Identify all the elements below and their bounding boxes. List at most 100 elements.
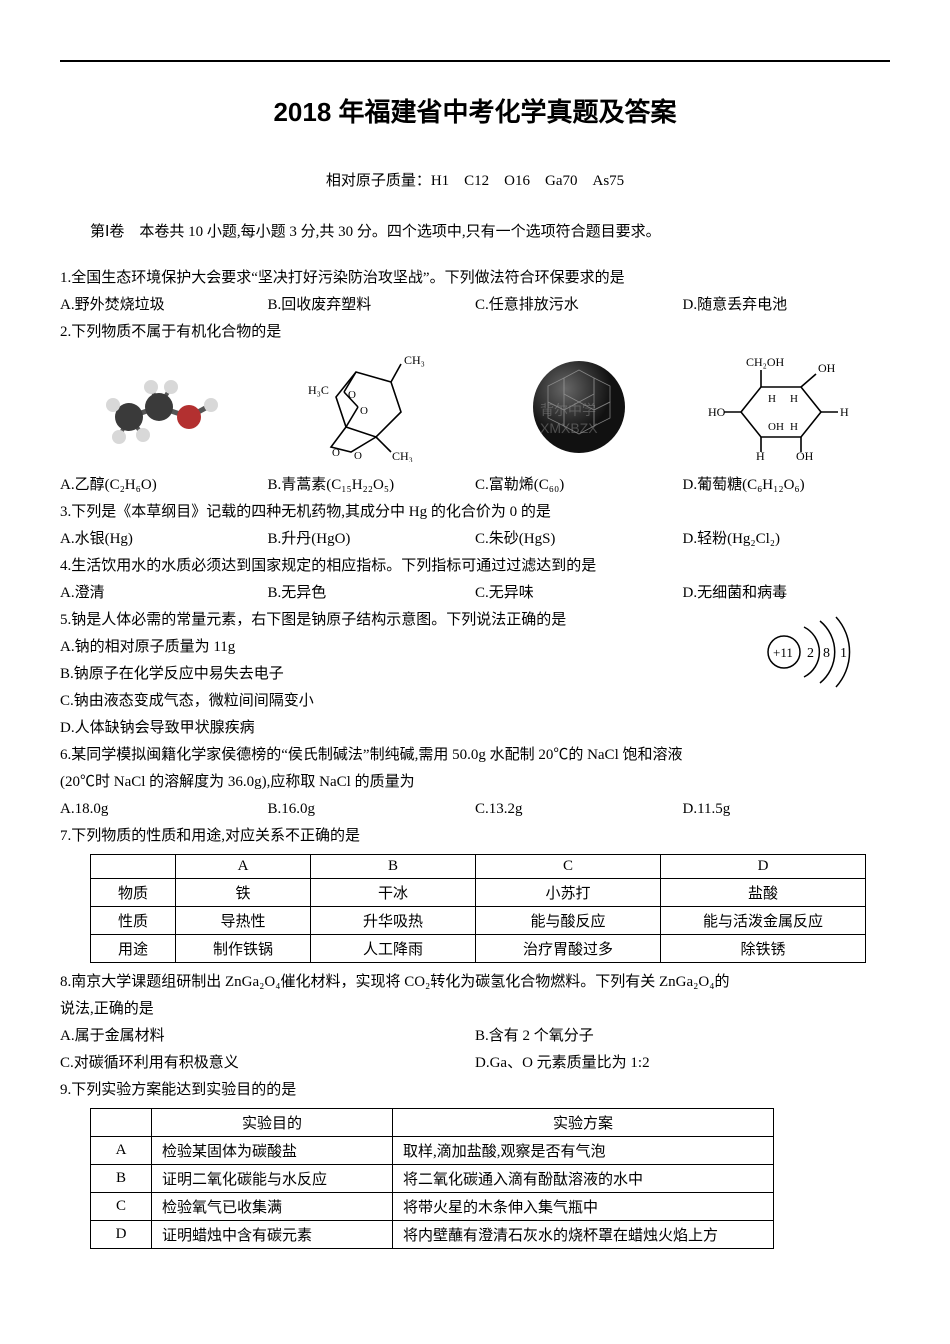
q6-opt-d: D.11.5g <box>683 796 891 823</box>
shell-1: 2 <box>807 646 814 661</box>
td: 导热性 <box>176 907 311 935</box>
q4-opt-b: B.无异色 <box>268 580 476 607</box>
td: 能与活泼金属反应 <box>661 907 866 935</box>
td: 升华吸热 <box>311 907 476 935</box>
q8-opt-a: A.属于金属材料 <box>60 1023 475 1050</box>
q2-stem: 2.下列物质不属于有机化合物的是 <box>60 319 890 346</box>
table-row: B 证明二氧化碳能与水反应 将二氧化碳通入滴有酚酞溶液的水中 <box>91 1165 774 1193</box>
td: 证明二氧化碳能与水反应 <box>152 1165 393 1193</box>
td: 取样,滴加盐酸,观察是否有气泡 <box>393 1137 774 1165</box>
td: D <box>91 1221 152 1249</box>
th <box>91 855 176 879</box>
label-o: O <box>354 450 362 462</box>
th: 实验目的 <box>152 1109 393 1137</box>
q6-stem1: 6.某同学模拟闽籍化学家侯德榜的“侯氏制碱法”制纯碱,需用 50.0g 水配制 … <box>60 742 890 769</box>
td: 能与酸反应 <box>476 907 661 935</box>
td: 干冰 <box>311 879 476 907</box>
q2-img-d: CH₂OH OH H OH H HO H H OH H <box>683 352 891 462</box>
label-ch3: CH₃ <box>404 353 425 367</box>
q7-table: A B C D 物质 铁 干冰 小苏打 盐酸 性质 导热性 升华吸热 能与酸反应… <box>90 854 866 963</box>
table-row: A 检验某固体为碳酸盐 取样,滴加盐酸,观察是否有气泡 <box>91 1137 774 1165</box>
q6-opt-b: B.16.0g <box>268 796 476 823</box>
th <box>91 1109 152 1137</box>
th: B <box>311 855 476 879</box>
q3-opt-d: D.轻粉(Hg₂Cl₂) <box>683 526 891 553</box>
q6-options: A.18.0g B.16.0g C.13.2g D.11.5g <box>60 796 890 823</box>
section-note: 第Ⅰ卷 本卷共 10 小题,每小题 3 分,共 30 分。四个选项中,只有一个选… <box>60 220 890 241</box>
q3-opt-b: B.升丹(HgO) <box>268 526 476 553</box>
q1-stem: 1.全国生态环境保护大会要求“坚决打好污染防治攻坚战”。下列做法符合环保要求的是 <box>60 265 890 292</box>
q2-opt-d: D.葡萄糖(C₆H₁₂O₆) <box>683 472 891 499</box>
td: 检验某固体为碳酸盐 <box>152 1137 393 1165</box>
label-h: H <box>768 393 776 405</box>
q3-opt-a: A.水银(Hg) <box>60 526 268 553</box>
td: 将带火星的木条伸入集气瓶中 <box>393 1193 774 1221</box>
label-h: H <box>790 421 798 433</box>
q8-stem2: 说法,正确的是 <box>60 996 890 1023</box>
q2-opt-a: A.乙醇(C₂H₆O) <box>60 472 268 499</box>
q4-options: A.澄清 B.无异色 C.无异味 D.无细菌和病毒 <box>60 580 890 607</box>
td: 物质 <box>91 879 176 907</box>
label-oh: OH <box>768 421 784 433</box>
td: 用途 <box>91 935 176 963</box>
q2-img-b: CH₃ H₃C CH₃ O O O O <box>268 352 476 462</box>
q2-img-a <box>60 352 268 462</box>
table-row: 性质 导热性 升华吸热 能与酸反应 能与活泼金属反应 <box>91 907 866 935</box>
q6-opt-c: C.13.2g <box>475 796 683 823</box>
sodium-atom-icon: +11 2 8 1 <box>760 607 870 697</box>
table-row: C 检验氧气已收集满 将带火星的木条伸入集气瓶中 <box>91 1193 774 1221</box>
td: 治疗胃酸过多 <box>476 935 661 963</box>
label-ch2oh: CH₂OH <box>746 355 785 369</box>
td: 检验氧气已收集满 <box>152 1193 393 1221</box>
label-oh: OH <box>796 449 814 462</box>
q1-options: A.野外焚烧垃圾 B.回收废弃塑料 C.任意排放污水 D.随意丢弃电池 <box>60 292 890 319</box>
label-o: O <box>360 405 368 417</box>
q4-opt-d: D.无细菌和病毒 <box>683 580 891 607</box>
td: 证明蜡烛中含有碳元素 <box>152 1221 393 1249</box>
q1-opt-b: B.回收废弃塑料 <box>268 292 476 319</box>
q1-opt-d: D.随意丢弃电池 <box>683 292 891 319</box>
q8-opt-d: D.Ga、O 元素质量比为 1:2 <box>475 1050 890 1077</box>
artemisinin-icon: CH₃ H₃C CH₃ O O O O <box>296 352 446 462</box>
label-o: O <box>348 389 356 401</box>
th: C <box>476 855 661 879</box>
fullerene-icon <box>524 352 634 462</box>
glucose-icon: CH₂OH OH H OH H HO H H OH H <box>706 352 866 462</box>
q3-opt-c: C.朱砂(HgS) <box>475 526 683 553</box>
table-row: 实验目的 实验方案 <box>91 1109 774 1137</box>
q2-img-c <box>475 352 683 462</box>
top-rule <box>60 60 890 62</box>
q7-stem: 7.下列物质的性质和用途,对应关系不正确的是 <box>60 823 890 850</box>
td: 铁 <box>176 879 311 907</box>
q6-opt-a: A.18.0g <box>60 796 268 823</box>
q9-table: 实验目的 实验方案 A 检验某固体为碳酸盐 取样,滴加盐酸,观察是否有气泡 B … <box>90 1108 774 1249</box>
label-ch3: CH₃ <box>392 449 413 462</box>
td: 人工降雨 <box>311 935 476 963</box>
q8-options-row1: A.属于金属材料 B.含有 2 个氧分子 <box>60 1023 890 1050</box>
td: 小苏打 <box>476 879 661 907</box>
label-h: H <box>840 405 849 419</box>
ethanol-icon <box>99 357 229 457</box>
th: A <box>176 855 311 879</box>
page-title: 2018 年福建省中考化学真题及答案 <box>60 92 890 129</box>
q4-opt-c: C.无异味 <box>475 580 683 607</box>
nucleus-label: +11 <box>773 645 793 660</box>
table-row: D 证明蜡烛中含有碳元素 将内壁蘸有澄清石灰水的烧杯罩在蜡烛火焰上方 <box>91 1221 774 1249</box>
label-h3c: H₃C <box>308 383 329 397</box>
td: 性质 <box>91 907 176 935</box>
label-h: H <box>756 449 765 462</box>
td: 将二氧化碳通入滴有酚酞溶液的水中 <box>393 1165 774 1193</box>
atomic-masses: 相对原子质量：H1 C12 O16 Ga70 As75 <box>60 169 890 190</box>
shell-3: 1 <box>840 646 847 661</box>
label-oh: OH <box>818 361 836 375</box>
th: D <box>661 855 866 879</box>
label-h: H <box>790 393 798 405</box>
q8-opt-c: C.对碳循环利用有积极意义 <box>60 1050 475 1077</box>
shell-2: 8 <box>823 646 830 661</box>
q6-stem2: (20℃时 NaCl 的溶解度为 36.0g),应称取 NaCl 的质量为 <box>60 769 890 796</box>
q5-opt-d: D.人体缺钠会导致甲状腺疾病 <box>60 715 890 742</box>
q3-options: A.水银(Hg) B.升丹(HgO) C.朱砂(HgS) D.轻粉(Hg₂Cl₂… <box>60 526 890 553</box>
q9-stem: 9.下列实验方案能达到实验目的的是 <box>60 1077 890 1104</box>
th: 实验方案 <box>393 1109 774 1137</box>
td: 盐酸 <box>661 879 866 907</box>
